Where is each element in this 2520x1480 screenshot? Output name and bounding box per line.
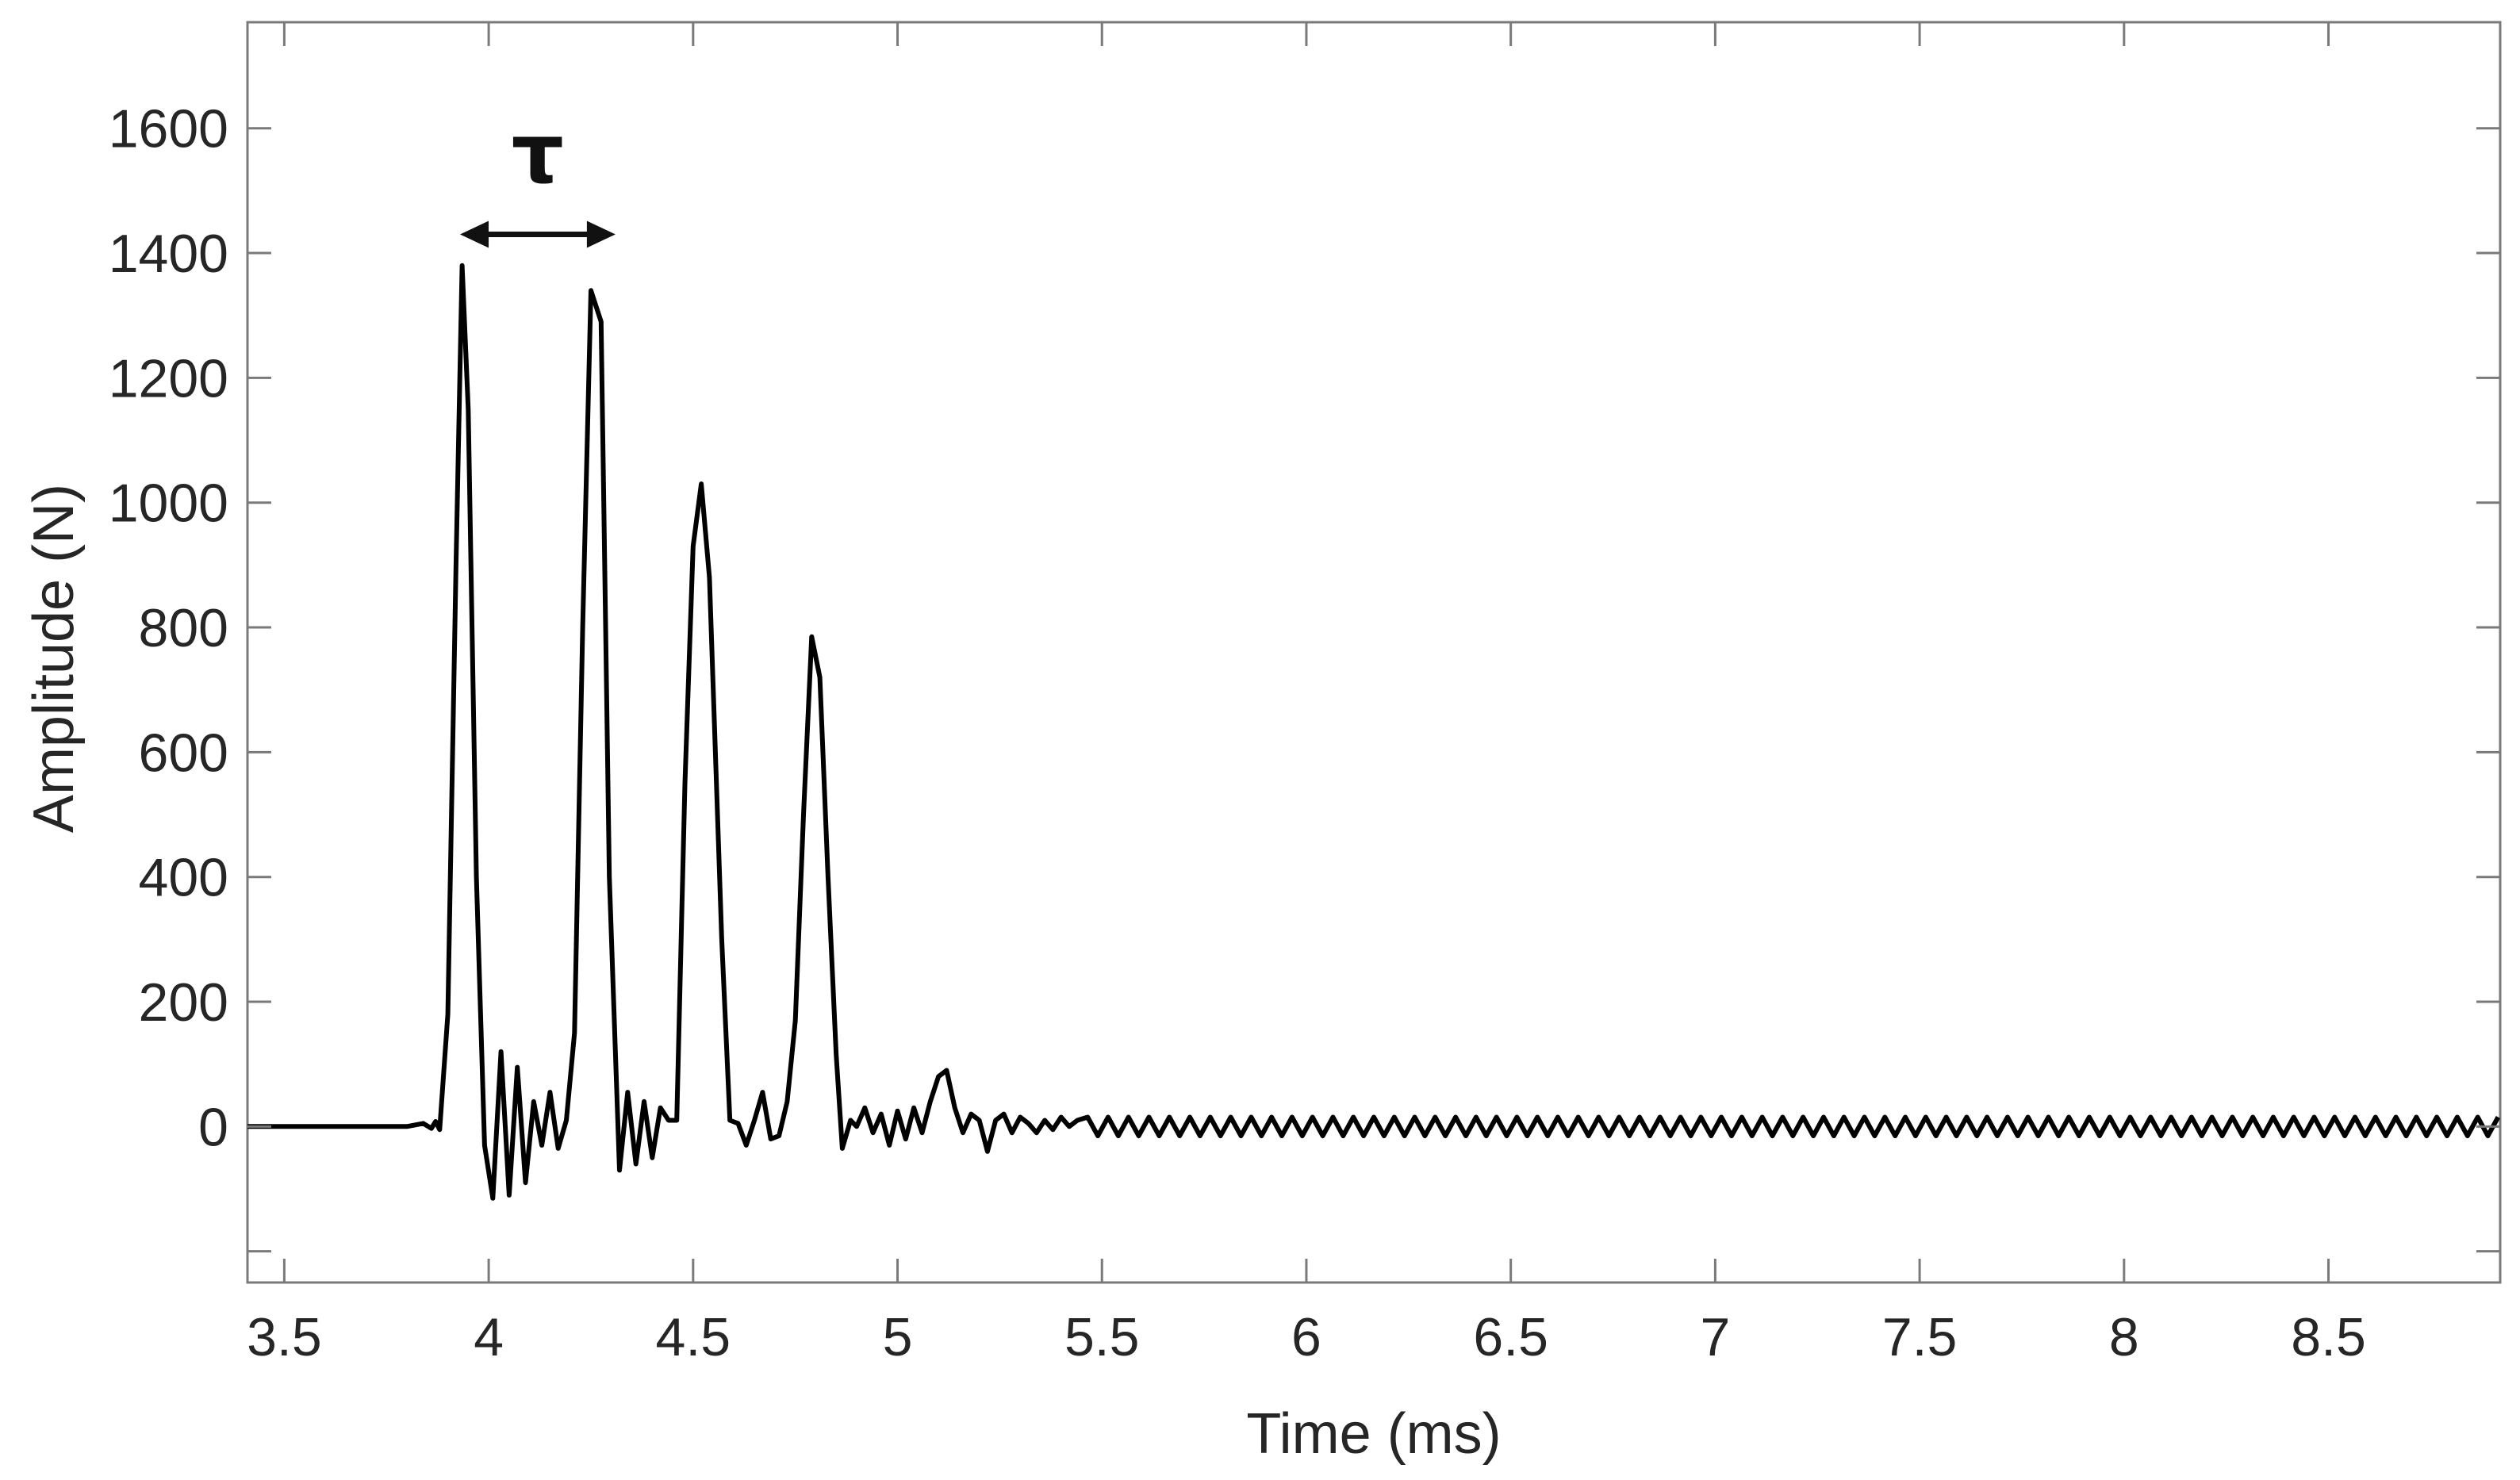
- y-tick-label: 1600: [109, 99, 228, 159]
- tau-label: τ: [512, 105, 564, 201]
- x-axis: 3.5 4 4.5 5 5.5 6 6.5 7 7.5 8 8.5: [247, 22, 2366, 1367]
- y-tick-label: 1200: [109, 348, 228, 408]
- x-tick-label: 7: [1700, 1307, 1730, 1367]
- y-tick-label: 1400: [109, 224, 228, 284]
- x-tick-label: 3.5: [247, 1307, 322, 1367]
- y-tick-label: 0: [198, 1097, 228, 1157]
- x-tick-label: 5: [883, 1307, 913, 1367]
- x-tick-label: 8.5: [2291, 1307, 2366, 1367]
- x-tick-label: 4.5: [656, 1307, 731, 1367]
- x-axis-title: Time (ms): [1246, 1402, 1501, 1466]
- plot-area: [246, 21, 2502, 1284]
- y-tick-label: 200: [139, 972, 228, 1033]
- tau-arrow-head-left: [460, 220, 489, 248]
- y-tick-label: 400: [139, 848, 228, 908]
- y-axis: 0 200 400 600 800 1000 1200 1400 1600: [109, 99, 2500, 1253]
- x-tick-label: 8: [2109, 1307, 2139, 1367]
- y-tick-label: 800: [139, 598, 228, 658]
- x-tick-label: 5.5: [1064, 1307, 1140, 1367]
- x-tick-label: 4: [474, 1307, 504, 1367]
- tau-arrow-head-right: [586, 220, 616, 248]
- axes-frame: [246, 21, 2502, 1284]
- x-tick-label: 6: [1291, 1307, 1321, 1367]
- y-tick-label: 600: [139, 723, 228, 783]
- x-tick-label: 6.5: [1473, 1307, 1548, 1367]
- y-axis-title: Amplitude (N): [22, 484, 86, 833]
- y-tick-label: 1000: [109, 474, 228, 534]
- x-tick-label: 7.5: [1882, 1307, 1958, 1367]
- data-series-line: [247, 263, 2501, 1201]
- annotations: τ: [460, 105, 616, 248]
